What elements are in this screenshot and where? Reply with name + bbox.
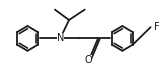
Text: O: O: [85, 55, 92, 65]
Text: N: N: [57, 33, 64, 43]
Text: F: F: [154, 22, 159, 32]
